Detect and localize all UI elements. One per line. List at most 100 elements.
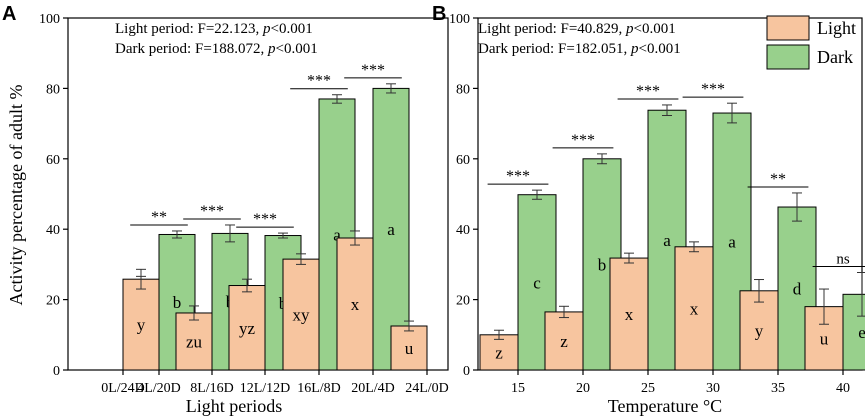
panel-a-group-letter-light: x bbox=[351, 295, 360, 314]
panel-a-error-bar-light bbox=[189, 305, 199, 321]
panel-a-y-tick-label: 100 bbox=[39, 12, 60, 27]
panel-b-error-bar-dark bbox=[532, 189, 542, 200]
panel-a-group-letter-light: u bbox=[405, 339, 414, 358]
panel-a-significance-label: *** bbox=[200, 203, 224, 220]
legend-dark-swatch bbox=[766, 44, 810, 70]
panel-a-group-letter-light: xy bbox=[293, 306, 311, 325]
panel-b-plot: 02040608010015zc***20zb***25xa***30xa***… bbox=[449, 12, 865, 396]
panel-a-x-axis-title: Light periods bbox=[186, 396, 283, 416]
panel-a-error-bar-dark bbox=[225, 224, 235, 243]
panel-b-group-letter-light: u bbox=[820, 329, 829, 348]
panel-a-group-letter-light: zu bbox=[186, 332, 203, 351]
panel-b-group-letter-light: z bbox=[495, 343, 503, 362]
panel-a-y-tick-label: 40 bbox=[46, 223, 60, 238]
panel-b-error-bar-light bbox=[559, 305, 569, 319]
panel-b-y-tick-label: 100 bbox=[449, 12, 470, 27]
panel-a-group-letter-light: y bbox=[137, 316, 146, 335]
panel-a-group-letter-light: yz bbox=[239, 319, 256, 338]
panel-a-y-tick-label: 60 bbox=[46, 153, 60, 168]
panel-a-significance-label: *** bbox=[361, 62, 385, 79]
panel-b-group-letter-light: x bbox=[625, 305, 634, 324]
panel-b-group-letter-dark: e bbox=[858, 323, 865, 342]
panel-b-error-bar-dark bbox=[792, 192, 802, 222]
panel-b-group-letter-dark: c bbox=[533, 273, 541, 292]
panel-a-error-bar-light bbox=[136, 268, 146, 290]
panel-a-stat-light: Light period: F=22.123, p<0.001 bbox=[115, 21, 313, 37]
panel-b-x-tick-label: 20 bbox=[576, 381, 590, 396]
panel-b-error-bar-dark bbox=[597, 153, 607, 165]
panel-a-error-bar-light bbox=[242, 278, 252, 293]
panel-a-error-bar-light bbox=[296, 253, 306, 265]
panel-a-x-tick-label: 16L/8D bbox=[297, 381, 341, 396]
panel-b-stat-dark: Dark period: F=182.051, p<0.001 bbox=[478, 41, 681, 57]
panel-b-x-tick-label: 15 bbox=[511, 381, 525, 396]
panel-b-x-tick-label: 35 bbox=[771, 381, 785, 396]
panel-b-group-letter-light: y bbox=[755, 321, 764, 340]
panel-b-error-bar-light bbox=[754, 279, 764, 303]
panel-b-significance-label: *** bbox=[571, 132, 595, 149]
panel-b-error-bar-light bbox=[624, 252, 634, 264]
panel-a-error-bar-light bbox=[350, 230, 360, 246]
panel-b-x-axis-title: Temperature °C bbox=[608, 396, 722, 416]
panel-b-error-bar-light bbox=[494, 329, 504, 340]
panel-b-group-letter-dark: d bbox=[793, 280, 802, 299]
panel-b-significance-label: *** bbox=[701, 81, 725, 98]
panel-a-bar-light bbox=[175, 312, 213, 371]
panel-a-x-tick-label: 4L/20D bbox=[137, 381, 181, 396]
panel-b-y-tick-label: 80 bbox=[456, 82, 470, 97]
panel-b-significance-label: *** bbox=[636, 83, 660, 100]
panel-b: B Light period: F=40.829, p<0.001 Dark p… bbox=[432, 3, 865, 416]
panel-b-bar-light bbox=[479, 334, 519, 371]
panel-a-stat-dark: Dark period: F=188.072, p<0.001 bbox=[115, 41, 318, 57]
panel-a-error-bar-light bbox=[404, 320, 414, 332]
panel-b-y-tick-label: 60 bbox=[456, 153, 470, 168]
panel-a-significance-label: *** bbox=[253, 211, 277, 228]
legend-dark-label: Dark bbox=[817, 47, 853, 67]
panel-b-bar-light bbox=[739, 290, 779, 371]
panel-a-x-tick-label: 20L/4D bbox=[351, 381, 395, 396]
panel-b-stat-light: Light period: F=40.829, p<0.001 bbox=[478, 21, 676, 37]
panel-a-group-letter-dark: a bbox=[387, 220, 395, 239]
panel-a-group-letter-dark: b bbox=[173, 293, 182, 312]
panel-a-x-tick-label: 24L/0D bbox=[405, 381, 449, 396]
panel-b-x-tick-label: 40 bbox=[836, 381, 850, 396]
panel-a-significance-label: *** bbox=[307, 73, 331, 90]
panel-a-bar-light bbox=[228, 285, 266, 371]
panel-b-error-bar-light bbox=[689, 241, 699, 253]
legend: Light Dark bbox=[766, 15, 856, 70]
panel-a-y-tick-label: 0 bbox=[53, 364, 60, 379]
panel-a-bar-light bbox=[122, 278, 160, 371]
panel-a-y-axis-title: Activity percentage of adult % bbox=[6, 85, 26, 306]
panel-b-bar-light bbox=[609, 257, 649, 371]
panel-b-x-tick-label: 30 bbox=[706, 381, 720, 396]
panel-b-error-bar-dark bbox=[662, 104, 672, 117]
panel-b-group-letter-dark: a bbox=[663, 231, 671, 250]
panel-b-group-letter-light: x bbox=[690, 299, 699, 318]
panel-a-bar-light bbox=[336, 237, 374, 371]
panel-b-significance-label: ns bbox=[836, 251, 850, 267]
panel-b-error-bar-dark bbox=[727, 102, 737, 124]
panel-b-significance-label: *** bbox=[506, 168, 530, 185]
panel-a-significance-label: ** bbox=[151, 209, 167, 226]
panel-b-y-tick-label: 20 bbox=[456, 294, 470, 309]
panel-b-significance-label: ** bbox=[770, 171, 786, 188]
panel-a-bar-light bbox=[282, 258, 320, 371]
panel-a-error-bar-dark bbox=[172, 230, 182, 239]
panel-b-group-letter-light: z bbox=[560, 332, 568, 351]
panel-b-group-letter-dark: b bbox=[598, 255, 607, 274]
panel-a-error-bar-dark bbox=[278, 232, 288, 239]
panel-a-error-bar-dark bbox=[332, 94, 342, 104]
panel-b-y-tick-label: 0 bbox=[463, 364, 470, 379]
panel-a-group-letter-dark: a bbox=[333, 225, 341, 244]
panel-b-letter: B bbox=[432, 3, 446, 25]
panel-b-group-letter-dark: a bbox=[728, 233, 736, 252]
panel-a-x-tick-label: 8L/16D bbox=[190, 381, 234, 396]
panel-a: A Light period: F=22.123, p<0.001 Dark p… bbox=[2, 3, 449, 416]
legend-light-label: Light bbox=[817, 18, 856, 38]
panel-a-y-tick-label: 20 bbox=[46, 294, 60, 309]
panel-b-bar-light bbox=[674, 246, 714, 371]
panel-a-x-tick-label: 12L/12D bbox=[240, 381, 291, 396]
panel-b-x-tick-label: 25 bbox=[641, 381, 655, 396]
panel-a-bar-light bbox=[390, 325, 428, 371]
